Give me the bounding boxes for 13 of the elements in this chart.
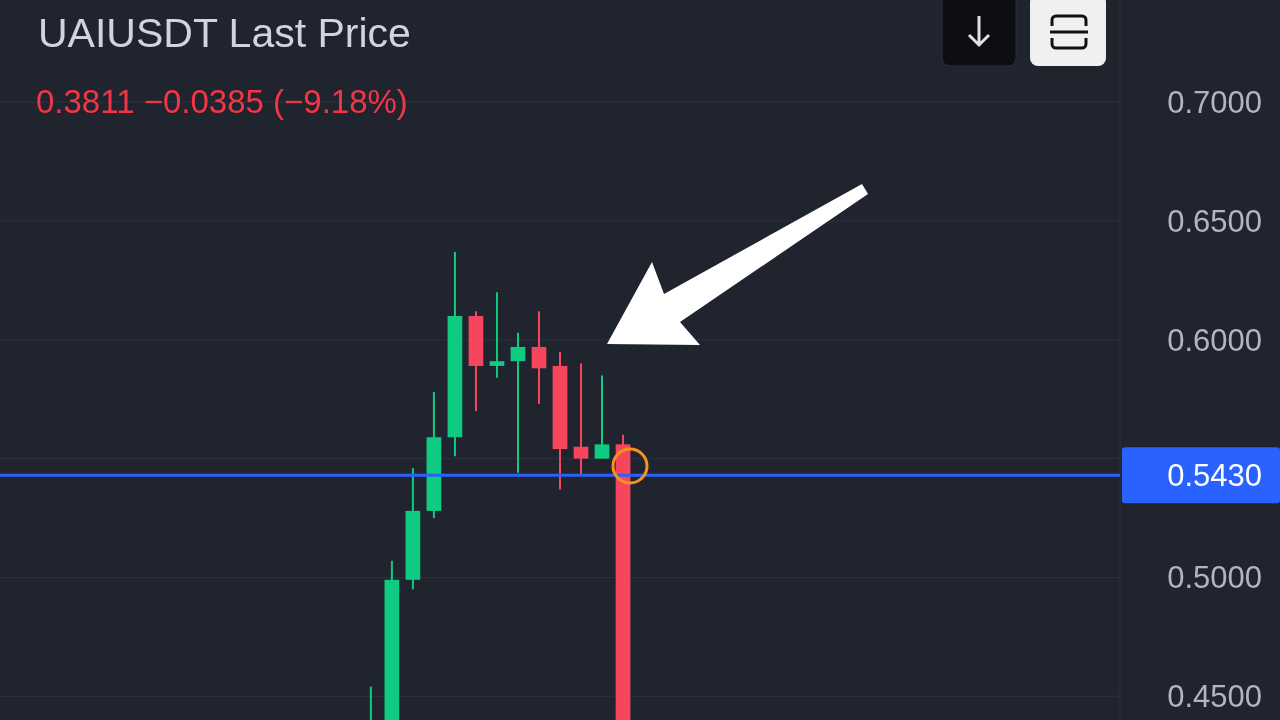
- y-tick-label: 0.7000: [1167, 85, 1262, 121]
- candlestick: [510, 331, 526, 474]
- chart-title: UAIUSDT Last Price: [38, 10, 411, 56]
- candlestick: [531, 310, 547, 405]
- y-tick-label: 0.6000: [1167, 322, 1262, 358]
- candlestick: [489, 291, 505, 379]
- text: 0.3811 −0.0385 (−9.18%): [36, 83, 408, 120]
- candlestick: [594, 374, 610, 460]
- y-tick-label: 0.5000: [1167, 560, 1262, 596]
- candlestick: [573, 362, 589, 477]
- y-tick-label: 0.6500: [1167, 203, 1262, 239]
- y-tick-label: 0.4500: [1167, 679, 1262, 715]
- ref-line-label: 0.5430: [1167, 458, 1262, 494]
